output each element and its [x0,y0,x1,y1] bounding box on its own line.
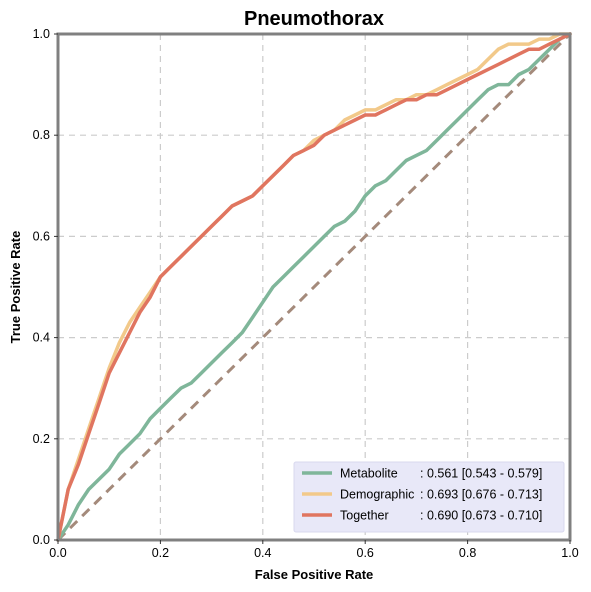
y-tick-label: 0.8 [33,128,50,142]
legend-label-metabolite: Metabolite [340,467,398,481]
legend-label-demographic: Demographic [340,488,414,502]
legend-box [293,461,565,533]
y-tick-label: 0.0 [33,533,50,547]
plot-frame [56,32,572,542]
legend-label-together: Together [340,509,389,523]
x-tick-label: 0.8 [459,546,476,560]
roc-curve-metabolite [56,32,572,542]
y-axis-label: True Positive Rate [8,231,23,344]
x-tick-label: 0.4 [254,546,271,560]
legend-items: Metabolite : 0.561 [0.543 - 0.579] Demogra… [302,467,542,523]
y-tick-label: 0.6 [33,229,50,243]
y-tick-label: 0.2 [33,432,50,446]
axis-ticks: 0.0 0.2 0.4 0.6 0.8 1.0 0.0 0.2 0.4 0.6 0.8 1.0 [33,27,579,560]
y-tick-label: 0.4 [33,331,50,345]
grid [58,34,570,540]
legend-stats-together: : 0.690 [0.673 - 0.710] [420,509,542,523]
x-axis-label: False Positive Rate [255,567,374,582]
roc-curve-demographic [56,32,572,542]
chart-title: Pneumothorax [244,8,384,30]
x-tick-label: 0.2 [152,546,169,560]
series-layer [56,32,572,542]
y-tick-label: 1.0 [33,27,50,41]
legend-stats-demographic: : 0.693 [0.676 - 0.713] [420,488,542,502]
chance-diagonal [56,32,572,542]
legend: Metabolite : 0.561 [0.543 - 0.579] Demogra… [293,461,565,533]
roc-curve-together [56,32,572,542]
x-tick-label: 0.0 [49,546,66,560]
legend-stats-metabolite: : 0.561 [0.543 - 0.579] [420,467,542,481]
x-tick-label: 0.6 [357,546,374,560]
x-tick-label: 1.0 [561,546,578,560]
